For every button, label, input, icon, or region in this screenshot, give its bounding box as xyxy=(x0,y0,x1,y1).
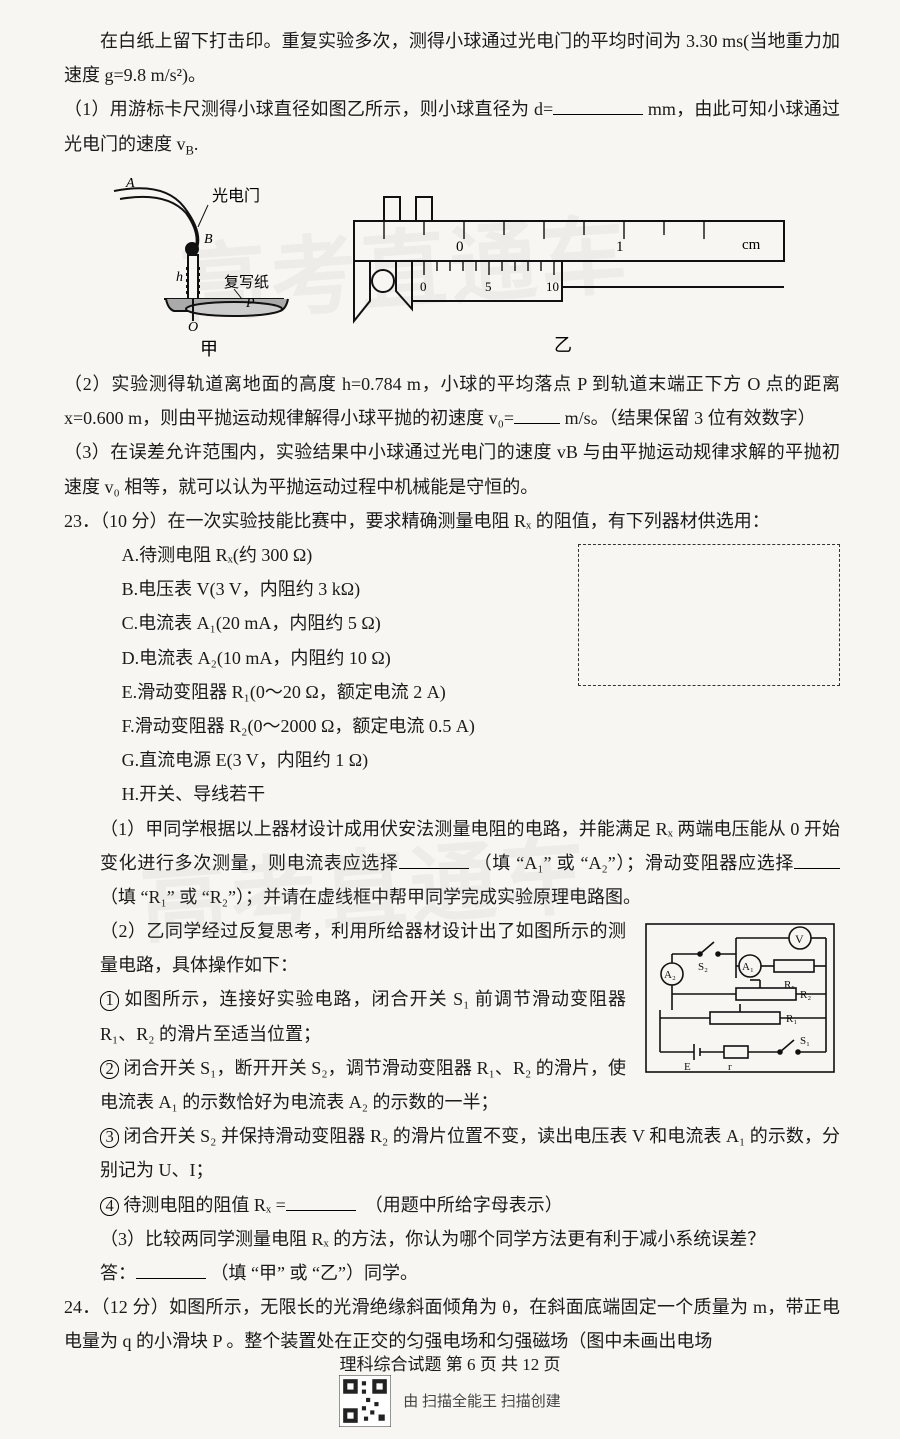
p23-1: （1）甲同学根据以上器材设计成用伏安法测量电阻的电路，并能满足 Rₓ 两端电压能… xyxy=(64,812,840,915)
vtick-10: 10 xyxy=(546,279,559,294)
dashed-answer-box xyxy=(578,544,840,686)
svg-text:A₂: A₂ xyxy=(664,969,676,981)
item-H: H.开关、导线若干 xyxy=(64,777,840,811)
p23-head: 23．（10 分）在一次实验技能比赛中，要求精确测量电阻 Rₓ 的阻值，有下列器… xyxy=(64,504,840,538)
vtick-0: 0 xyxy=(420,279,427,294)
page-footer: 理科综合试题 第 6 页 共 12 页 xyxy=(0,1350,900,1375)
svg-text:R₁: R₁ xyxy=(786,1013,797,1025)
step4a-text: 待测电阻的阻值 Rₓ = xyxy=(123,1195,285,1215)
label-P: P xyxy=(245,296,255,311)
blank-ammeter xyxy=(399,848,469,869)
svg-text:Rₓ: Rₓ xyxy=(784,979,795,991)
label-gate: 光电门 xyxy=(212,187,260,205)
circ-1: 1 xyxy=(100,991,119,1010)
p24: 24．（12 分）如图所示，无限长的光滑绝缘斜面倾角为 θ，在斜面底端固定一个质… xyxy=(64,1290,840,1358)
svg-text:r: r xyxy=(728,1061,732,1073)
label-cm: cm xyxy=(742,237,761,253)
circ-3: 3 xyxy=(100,1128,119,1147)
intro-line: 在白纸上留下打击印。重复实验多次，测得小球通过光电门的平均时间为 3.30 ms… xyxy=(64,24,840,92)
blank-v0 xyxy=(514,403,560,424)
figure-yi: 0 1 cm 0 5 10 乙 xyxy=(324,191,794,361)
step-4: 4待测电阻的阻值 Rₓ = （用题中所给字母表示） xyxy=(64,1188,840,1222)
qr-code-icon xyxy=(339,1375,391,1427)
figures-row: A B 光电门 h O P 复写纸 甲 xyxy=(104,171,840,361)
figure-jia: A B 光电门 h O P 复写纸 甲 xyxy=(104,171,304,361)
label-O: O xyxy=(188,320,198,335)
label-yi: 乙 xyxy=(554,335,572,355)
label-A: A xyxy=(125,176,135,191)
step2-text: 闭合开关 S₁，断开开关 S₂，调节滑动变阻器 R₁、R₂ 的滑片，使电流表 A… xyxy=(100,1058,626,1112)
p23-3c-text: （填 “甲” 或 “乙”）同学。 xyxy=(211,1263,418,1283)
label-h: h xyxy=(176,270,183,285)
q1-sub: B xyxy=(186,143,194,157)
blank-d xyxy=(553,95,643,116)
step4b-text: （用题中所给字母表示） xyxy=(374,1195,563,1215)
blank-rheostat xyxy=(794,848,840,869)
p23-3a: （3）比较两同学测量电阻 Rₓ 的方法，你认为哪个同学方法更有利于减小系统误差？ xyxy=(64,1222,840,1256)
q1-tail: . xyxy=(194,134,199,154)
qr-row: 由 扫描全能王 扫描创建 xyxy=(0,1375,900,1427)
svg-text:S₂: S₂ xyxy=(698,961,708,973)
circ-4: 4 xyxy=(100,1197,119,1216)
circuit-figure: V S₂ A₂ A₁ Rₓ R₂ R₁ xyxy=(640,918,840,1083)
q2-text-b: m/s。（结果保留 3 位有效数字） xyxy=(565,408,816,428)
label-paper: 复写纸 xyxy=(224,273,269,291)
p23-1c: （填 “R₁” 或 “R₂”）；并请在虚线框中帮甲同学完成实验原理电路图。 xyxy=(100,887,641,907)
item-F: F.滑动变阻器 R₂(0～2000 Ω，额定电流 0.5 A) xyxy=(64,709,840,743)
q1-line: （1）用游标卡尺测得小球直径如图乙所示，则小球直径为 d= mm，由此可知小球通… xyxy=(64,92,840,163)
step1-text: 如图所示，连接好实验电路，闭合开关 S₁ 前调节滑动变阻器 R₁、R₂ 的滑片至… xyxy=(100,989,626,1043)
step3-text: 闭合开关 S₂ 并保持滑动变阻器 R₂ 的滑片位置不变，读出电压表 V 和电流表… xyxy=(100,1126,840,1180)
circ-2: 2 xyxy=(100,1060,119,1079)
p23-3b: 答： （填 “甲” 或 “乙”）同学。 xyxy=(64,1256,840,1290)
q3-line: （3）在误差允许范围内，实验结果中小球通过光电门的速度 vB 与由平抛运动规律求… xyxy=(64,435,840,503)
svg-text:E: E xyxy=(684,1061,691,1073)
blank-who xyxy=(136,1258,206,1279)
p23-3b-label: 答： xyxy=(100,1263,136,1283)
label-jia: 甲 xyxy=(200,339,218,359)
svg-text:A₁: A₁ xyxy=(742,961,754,973)
tick-1: 1 xyxy=(616,239,624,255)
svg-text:S₁: S₁ xyxy=(800,1035,810,1047)
q1-text-a: （1）用游标卡尺测得小球直径如图乙所示，则小球直径为 d= xyxy=(64,99,553,119)
blank-rx xyxy=(286,1190,356,1211)
tick-0: 0 xyxy=(456,239,464,255)
step-3: 3闭合开关 S₂ 并保持滑动变阻器 R₂ 的滑片位置不变，读出电压表 V 和电流… xyxy=(64,1119,840,1187)
svg-text:V: V xyxy=(795,932,804,946)
qr-caption: 由 扫描全能王 扫描创建 xyxy=(403,1390,561,1411)
p23-1b: （填 “A₁” 或 “A₂”）；滑动变阻器应选择 xyxy=(474,853,794,873)
q2-line: （2）实验测得轨道离地面的高度 h=0.784 m，小球的平均落点 P 到轨道末… xyxy=(64,367,840,435)
vtick-5: 5 xyxy=(485,279,492,294)
item-G: G.直流电源 E(3 V，内阻约 1 Ω) xyxy=(64,743,840,777)
label-B: B xyxy=(204,232,213,247)
svg-text:R₂: R₂ xyxy=(800,989,811,1001)
